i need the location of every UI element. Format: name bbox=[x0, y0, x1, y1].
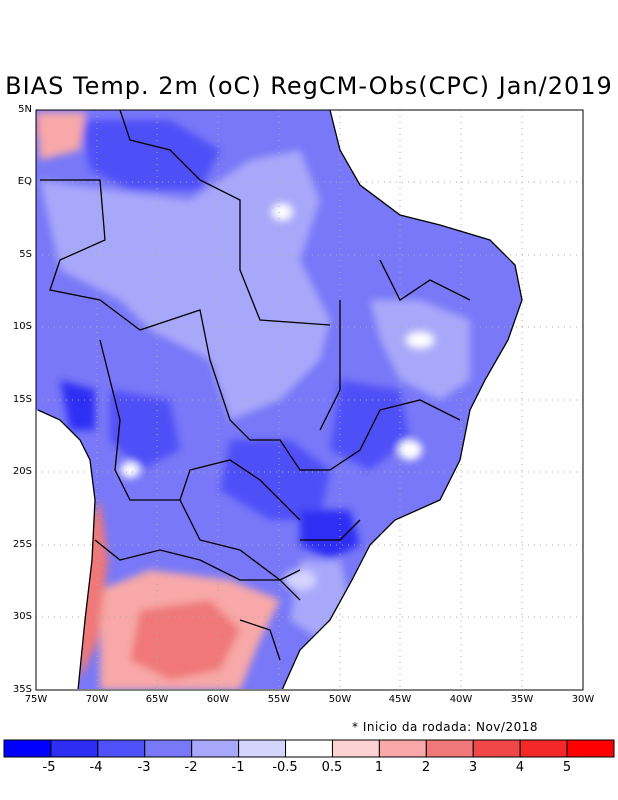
bias-dark-region-bolivia bbox=[60, 380, 95, 430]
bias-light-region bbox=[40, 150, 330, 420]
bias-neutral-spot bbox=[406, 332, 434, 348]
x-tick-label: 55W bbox=[267, 694, 291, 705]
bias-neutral-spot bbox=[272, 204, 292, 220]
x-tick-label: 35W bbox=[510, 694, 534, 705]
y-tick-label: 30S bbox=[12, 611, 32, 622]
x-tick-label: 30W bbox=[571, 694, 595, 705]
x-tick-label: 75W bbox=[24, 694, 48, 705]
bias-neutral-spot bbox=[284, 570, 316, 590]
run-start-note: * Inicio da rodada: Nov/2018 bbox=[352, 720, 538, 734]
political-boundaries bbox=[37, 110, 523, 689]
y-tick-label: 20S bbox=[12, 466, 32, 477]
colorbar-swatch bbox=[238, 739, 287, 758]
colorbar-swatch bbox=[519, 739, 568, 758]
atlantic-ocean bbox=[282, 110, 583, 689]
plot-frame bbox=[35, 109, 584, 691]
bias-dark-region-se bbox=[330, 380, 410, 470]
y-tick-label: 5S bbox=[19, 249, 32, 260]
x-tick-label: 70W bbox=[85, 694, 109, 705]
border-argentina bbox=[94, 539, 301, 661]
colorbar-swatch bbox=[331, 739, 380, 758]
colorbar-label: -1 bbox=[231, 760, 245, 775]
colorbar-swatch bbox=[144, 739, 193, 758]
bias-warm-nw-halo bbox=[36, 112, 86, 160]
bias-dark-region-center bbox=[220, 440, 330, 520]
x-tick-label: 60W bbox=[206, 694, 230, 705]
colorbar-label: 2 bbox=[421, 760, 431, 775]
x-tick-label: 40W bbox=[449, 694, 473, 705]
colorbar-label: 3 bbox=[468, 760, 478, 775]
colorbar-swatch bbox=[97, 739, 146, 758]
map-title: BIAS Temp. 2m (oC) RegCM-Obs(CPC) Jan/20… bbox=[5, 72, 613, 100]
bias-neutral-spot bbox=[398, 440, 422, 460]
y-tick-label: 10S bbox=[12, 321, 32, 332]
colorbar-swatch bbox=[378, 739, 427, 758]
y-tick-label: 35S bbox=[12, 684, 32, 695]
colorbar-label: 5 bbox=[562, 760, 572, 775]
x-tick-label: 45W bbox=[388, 694, 412, 705]
bias-dark-region-north bbox=[80, 120, 220, 190]
border-brazil-states bbox=[300, 259, 471, 541]
y-tick-label: 15S bbox=[12, 394, 32, 405]
colorbar-label: -5 bbox=[42, 760, 56, 775]
colorbar-label: -4 bbox=[89, 760, 103, 775]
y-tick-label: EQ bbox=[17, 176, 32, 187]
colorbar-label: -2 bbox=[184, 760, 198, 775]
bias-neutral-spot bbox=[120, 462, 140, 478]
colorbar-label: 4 bbox=[515, 760, 525, 775]
y-tick-label: 25S bbox=[12, 539, 32, 550]
colorbar bbox=[3, 739, 615, 758]
pacific-ocean bbox=[36, 410, 95, 689]
colorbar-label: -0.5 bbox=[272, 760, 298, 775]
colorbar-swatch bbox=[3, 739, 52, 758]
colorbar-swatch bbox=[50, 739, 99, 758]
colorbar-swatch bbox=[566, 739, 615, 758]
temperature-bias-field bbox=[36, 110, 583, 689]
colorbar-label: 1 bbox=[374, 760, 384, 775]
coastline bbox=[37, 110, 523, 689]
border-brazil-west bbox=[40, 110, 381, 471]
colorbar-label: -3 bbox=[137, 760, 151, 775]
lat-lon-grid bbox=[36, 110, 583, 690]
bias-dark-region-west bbox=[110, 390, 180, 470]
colorbar-swatch bbox=[191, 739, 240, 758]
y-tick-label: 5N bbox=[18, 104, 32, 115]
bias-darkest-region bbox=[300, 510, 360, 560]
colorbar-swatch bbox=[472, 739, 521, 758]
colorbar-label: 0.5 bbox=[321, 760, 343, 775]
border-bolivia-paraguay bbox=[99, 339, 301, 581]
colorbar-swatch bbox=[285, 739, 333, 758]
x-tick-label: 50W bbox=[328, 694, 352, 705]
bias-light-region-ne bbox=[370, 300, 470, 400]
colorbar-swatch bbox=[425, 739, 474, 758]
x-tick-label: 65W bbox=[145, 694, 169, 705]
